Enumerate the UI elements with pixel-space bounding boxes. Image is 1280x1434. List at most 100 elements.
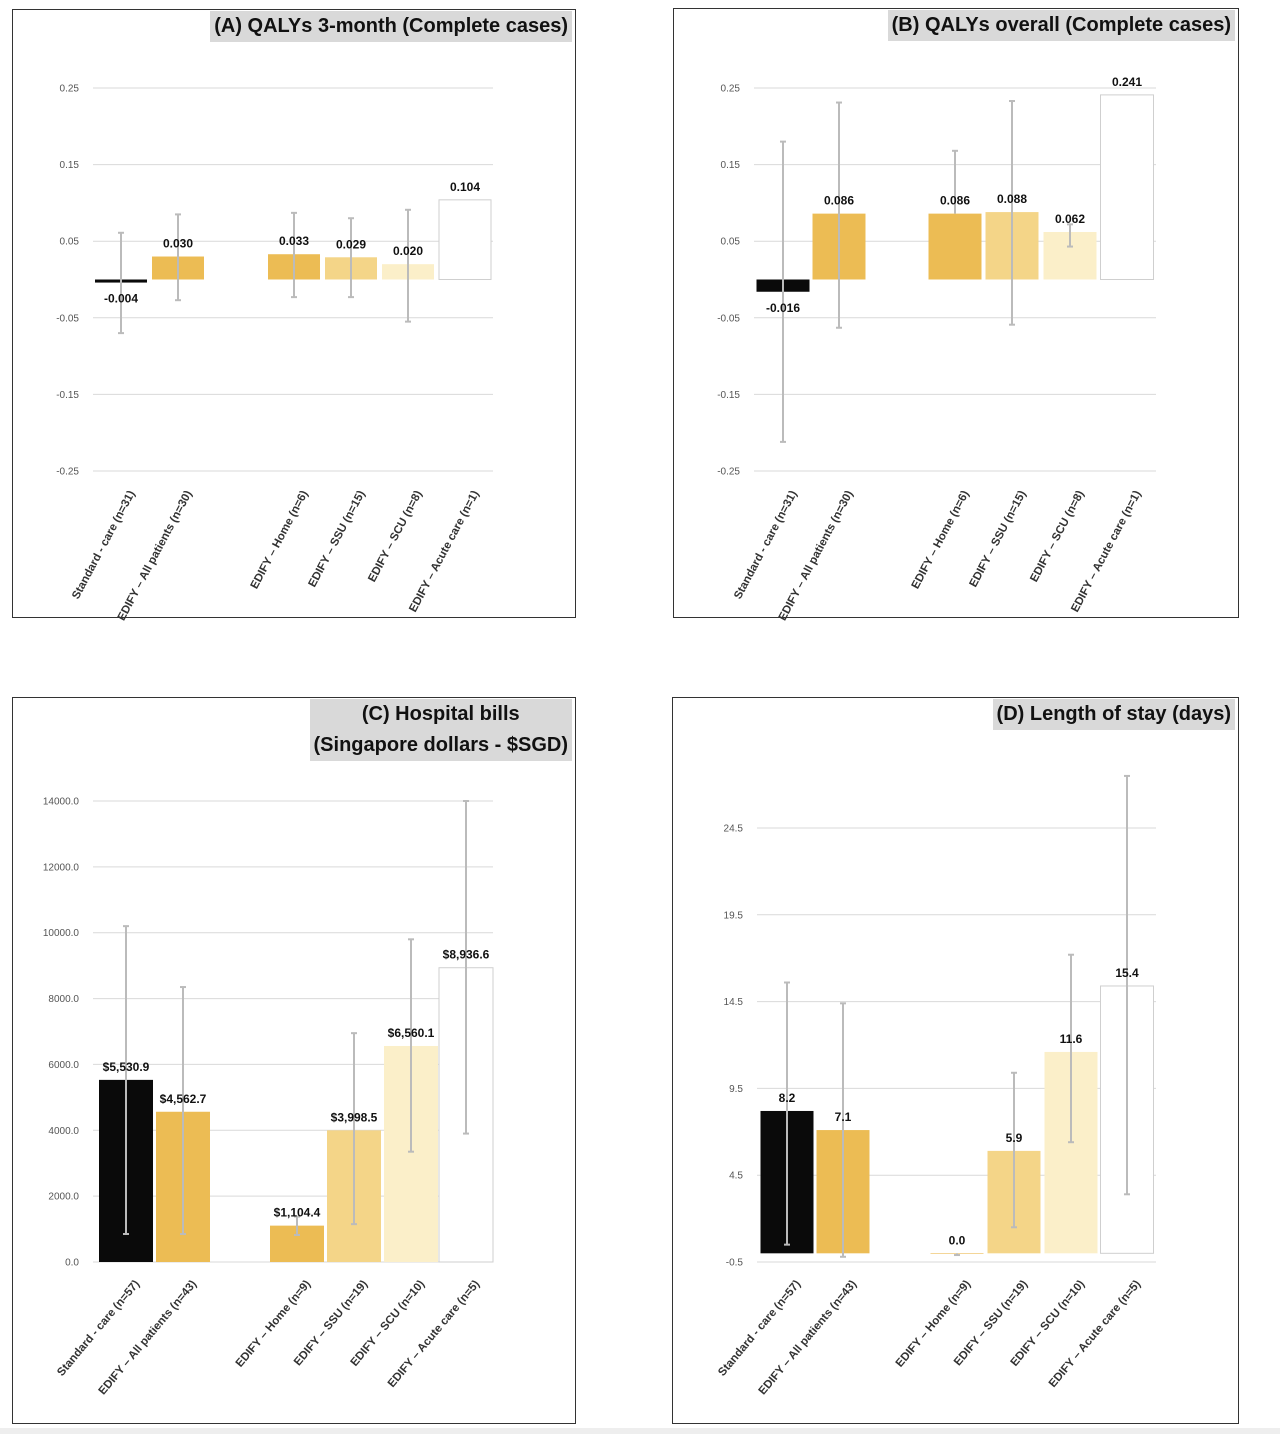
panel-b-x-label-scu: EDIFY – SCU (n=8) <box>1028 489 1086 585</box>
panel-c-data-label-standard-care: $5,530.9 <box>103 1060 150 1074</box>
panel-c-data-label-home: $1,104.4 <box>274 1206 321 1220</box>
panel-b-y-tick-label: 0.05 <box>721 237 741 248</box>
panel-d-bars <box>760 985 1154 1254</box>
panel-a-data-labels: -0.004 0.030 0.033 0.029 0.020 0.104 <box>104 180 480 306</box>
panel-d-data-label-standard-care: 8.2 <box>779 1091 796 1105</box>
panel-d-error-bar-home <box>954 1253 960 1257</box>
panel-d-y-tick-label: 4.5 <box>729 1171 743 1182</box>
panel-d-error-bar-acute-care <box>1124 774 1130 1196</box>
panel-b-title: (B) QALYs overall (Complete cases) <box>887 10 1235 41</box>
panel-b-data-labels: -0.016 0.086 0.086 0.088 0.062 0.241 <box>766 75 1142 315</box>
panel-b-error-bar-home <box>952 149 958 214</box>
panel-d-y-tick-label: 14.5 <box>724 997 744 1008</box>
panel-c-data-label-scu: $6,560.1 <box>388 1026 435 1040</box>
panel-a-data-label-scu: 0.020 <box>393 244 423 258</box>
panel-a-error-bar-ssu <box>348 217 354 299</box>
panel-a-title-line-1: (A) QALYs 3-month (Complete cases) <box>214 15 568 37</box>
panel-c-title-line-2: (Singapore dollars - $SGD) <box>313 734 568 756</box>
panel-b-error-bars <box>780 100 1073 443</box>
panel-a-error-bar-home <box>291 211 297 299</box>
panel-a-chart: -0.25 -0.15 -0.05 0.05 0.15 0.25 -0.004 0.030 0.… <box>56 84 493 623</box>
panel-b-qalys-overall: (B) QALYs overall (Complete cases) -0.25… <box>673 8 1239 623</box>
panel-c-error-bar-acute-care <box>463 800 469 1135</box>
panel-c-data-label-ssu: $3,998.5 <box>331 1110 378 1124</box>
panel-c-y-tick-label: 4000.0 <box>48 1126 79 1137</box>
panel-d-x-axis: Standard - care (n=57)EDIFY – All patien… <box>716 1278 1143 1397</box>
panel-c-x-label-all-patients: EDIFY – All patients (n=43) <box>97 1278 200 1397</box>
panel-b-y-tick-label: 0.15 <box>721 160 741 171</box>
panel-d-error-bar-all-patients <box>840 1002 846 1258</box>
panel-a-error-bar-standard-care <box>118 231 124 335</box>
panel-d-title: (D) Length of stay (days) <box>992 699 1235 730</box>
panel-d-y-tick-label: 24.5 <box>724 824 744 835</box>
panel-a-data-label-home: 0.033 <box>279 234 309 248</box>
panel-c-chart: 0.0 2000.0 4000.0 6000.0 8000.0 10000.0 12000.… <box>43 797 494 1397</box>
panel-c-data-label-all-patients: $4,562.7 <box>160 1092 207 1106</box>
panel-a-y-tick-label: 0.05 <box>60 237 80 248</box>
panel-b-data-label-home: 0.086 <box>940 194 970 208</box>
panel-c-x-axis: Standard - care (n=57)EDIFY – All patien… <box>55 1278 482 1397</box>
panel-b-error-bar-ssu <box>1009 100 1015 326</box>
panel-a-error-bars <box>118 208 411 335</box>
panel-b-x-label-home: EDIFY – Home (n=6) <box>910 489 972 591</box>
panel-c-y-tick-label: 12000.0 <box>43 862 80 873</box>
panel-a-y-tick-label: -0.15 <box>56 390 79 401</box>
panel-d-y-tick-label: 19.5 <box>724 910 744 921</box>
panel-a-x-label-ssu: EDIFY – SSU (n=15) <box>307 489 368 590</box>
panel-a-y-axis: -0.25 -0.15 -0.05 0.05 0.15 0.25 <box>56 84 79 478</box>
panel-a-title: (A) QALYs 3-month (Complete cases) <box>210 11 572 42</box>
panel-b-y-axis: -0.25 -0.15 -0.05 0.05 0.15 0.25 <box>717 84 740 478</box>
panel-a-x-label-acute-care: EDIFY – Acute care (n=1) <box>407 489 481 615</box>
panel-a-gridlines <box>93 87 493 472</box>
panel-c-y-tick-label: 6000.0 <box>48 1060 79 1071</box>
panel-b-bar-home <box>928 213 982 280</box>
panel-d-x-label-acute-care: EDIFY – Acute care (n=5) <box>1047 1278 1144 1390</box>
panel-b-y-tick-label: 0.25 <box>721 84 741 95</box>
panel-c-error-bar-all-patients <box>180 986 186 1236</box>
panel-a-bar-acute-care <box>438 199 492 280</box>
panel-a-y-tick-label: 0.25 <box>60 84 80 95</box>
panel-a-x-label-scu: EDIFY – SCU (n=8) <box>366 489 424 585</box>
panel-a-x-axis: Standard - care (n=31)EDIFY – All patien… <box>70 489 482 623</box>
panel-c-x-label-acute-care: EDIFY – Acute care (n=5) <box>386 1278 483 1390</box>
panel-d-x-label-all-patients: EDIFY – All patients (n=43) <box>757 1278 860 1397</box>
panel-b-error-bar-all-patients <box>836 101 842 329</box>
panel-a-data-label-acute-care: 0.104 <box>450 180 480 194</box>
panel-b-error-bar-scu <box>1067 223 1073 248</box>
panel-d-data-label-home: 0.0 <box>949 1233 966 1247</box>
panel-a-y-tick-label: 0.15 <box>60 160 80 171</box>
panel-c-bars <box>99 967 494 1263</box>
panel-c-error-bar-standard-care <box>123 925 129 1236</box>
panel-a-data-label-ssu: 0.029 <box>336 237 366 251</box>
panel-a-x-label-home: EDIFY – Home (n=6) <box>249 489 311 591</box>
panel-d-error-bars <box>784 774 1130 1258</box>
panel-d-error-bar-standard-care <box>784 981 790 1246</box>
panel-d-chart: -0.5 4.5 9.5 14.5 19.5 24.5 8.2 7.1 0.0 5.9 11.6 15… <box>716 774 1156 1397</box>
panel-c-y-tick-label: 2000.0 <box>48 1192 79 1203</box>
panel-d-y-axis: -0.5 4.5 9.5 14.5 19.5 24.5 <box>724 824 744 1269</box>
panel-d-data-labels: 8.2 7.1 0.0 5.9 11.6 15.4 <box>779 966 1139 1247</box>
panel-b-data-label-scu: 0.062 <box>1055 212 1085 226</box>
panel-c-y-tick-label: 10000.0 <box>43 928 80 939</box>
panel-b-data-label-all-patients: 0.086 <box>824 194 854 208</box>
panel-d-data-label-scu: 11.6 <box>1060 1032 1083 1046</box>
panel-b-chart: -0.25 -0.15 -0.05 0.05 0.15 0.25 -0.016 0.086 0.… <box>717 75 1156 623</box>
panel-d-error-bar-ssu <box>1011 1071 1017 1229</box>
panel-d-data-label-all-patients: 7.1 <box>835 1110 852 1124</box>
panel-c-y-tick-label: 8000.0 <box>48 994 79 1005</box>
panel-a-x-label-standard-care: Standard - care (n=31) <box>70 489 138 602</box>
panel-d-error-bar-scu <box>1068 953 1074 1144</box>
panel-b-x-label-ssu: EDIFY – SSU (n=15) <box>968 489 1029 590</box>
panel-b-x-label-standard-care: Standard - care (n=31) <box>732 489 800 602</box>
panel-a-y-tick-label: -0.05 <box>56 313 79 324</box>
panel-d-y-tick-label: 9.5 <box>729 1084 743 1095</box>
panel-c-data-label-acute-care: $8,936.6 <box>443 948 490 962</box>
panel-d-length-of-stay: (D) Length of stay (days) -0.5 4.5 9.5 14.5… <box>672 697 1239 1424</box>
panel-a-data-label-all-patients: 0.030 <box>163 237 193 251</box>
panel-b-y-tick-label: -0.25 <box>717 467 740 478</box>
panel-a-error-bar-all-patients <box>175 213 181 302</box>
panel-b-y-tick-label: -0.15 <box>717 390 740 401</box>
panel-d-data-label-acute-care: 15.4 <box>1115 966 1139 980</box>
panel-a-y-tick-label: -0.25 <box>56 467 79 478</box>
panel-c-y-axis: 0.0 2000.0 4000.0 6000.0 8000.0 10000.0 12000.… <box>43 797 80 1269</box>
